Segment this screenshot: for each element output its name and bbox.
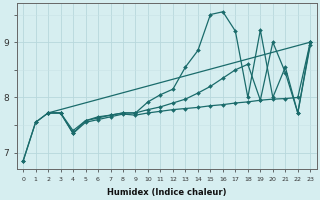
X-axis label: Humidex (Indice chaleur): Humidex (Indice chaleur) xyxy=(107,188,227,197)
